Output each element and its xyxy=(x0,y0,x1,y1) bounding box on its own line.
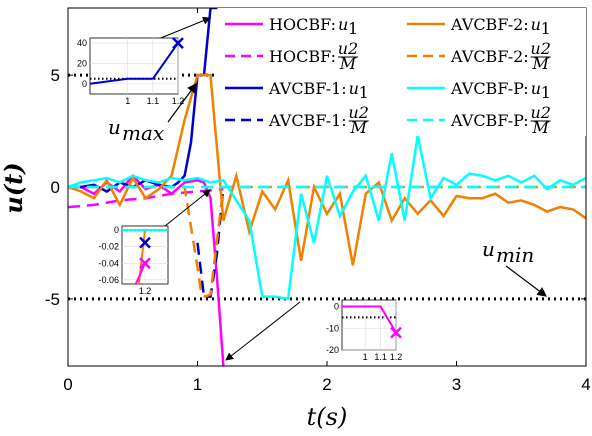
series-line-2 xyxy=(68,8,217,193)
legend-sym: u xyxy=(531,15,541,34)
label-u-min-sub: min xyxy=(496,243,534,267)
inset-line xyxy=(342,305,397,334)
legend-label: AVCBF-1: xyxy=(268,111,347,130)
label-u-max: u xyxy=(108,115,121,139)
legend-label: AVCBF-2: xyxy=(450,15,529,34)
inset-y-tick-label: 20 xyxy=(77,58,87,68)
legend-frac-den: M xyxy=(531,54,549,73)
inset-marker xyxy=(139,257,151,270)
inset-mid: 1.2 0 -0.02 -0.04 -0.06 xyxy=(98,225,169,296)
legend-frac-den: M xyxy=(531,118,549,137)
legend-frac-num: u2 xyxy=(530,103,550,122)
label-u-max-sub: max xyxy=(122,121,164,145)
y-tick-label: 0 xyxy=(51,178,60,197)
inset-y-tick-label: 40 xyxy=(77,38,87,48)
inset-marker xyxy=(172,37,184,49)
legend-sub: 1 xyxy=(359,83,369,102)
legend-label: AVCBF-P: xyxy=(450,79,529,98)
x-tick-label: 2 xyxy=(322,375,331,394)
series-line-6 xyxy=(68,135,586,301)
y-tick-label: 5 xyxy=(51,66,60,85)
inset-y-tick-label: -0.06 xyxy=(98,275,119,285)
legend-sym: u xyxy=(338,15,348,34)
y-tick-label: -5 xyxy=(45,290,60,309)
series-line-4 xyxy=(68,73,586,266)
arrow-u-max xyxy=(167,83,197,123)
legend-label: HOCBF: xyxy=(269,15,336,34)
x-axis-label: t(s) xyxy=(307,403,348,431)
legend-label: AVCBF-1: xyxy=(268,79,347,98)
arrow-inset-bottom xyxy=(225,301,301,361)
legend-frac-den: M xyxy=(349,118,367,137)
x-tick-label: 0 xyxy=(63,375,72,394)
legend-label: AVCBF-2: xyxy=(450,47,529,66)
legend-sub: 1 xyxy=(348,19,358,38)
inset-line xyxy=(134,262,146,285)
legend-sym: u xyxy=(531,79,541,98)
x-tick-label: 4 xyxy=(581,375,590,394)
series-line-3 xyxy=(196,186,225,298)
x-tick-label: 1 xyxy=(193,375,202,394)
inset-marker xyxy=(390,326,402,339)
inset-y-tick-label: -10 xyxy=(326,323,339,333)
inset-y-tick-label: 0 xyxy=(82,79,87,89)
inset-frame xyxy=(89,37,179,95)
legend-label: HOCBF: xyxy=(269,47,336,66)
inset-y-tick-label: -20 xyxy=(326,345,339,355)
inset-y-tick-label: -0.02 xyxy=(98,242,119,252)
legend-frac-num: u2 xyxy=(338,39,358,58)
x-tick-label: 3 xyxy=(452,375,461,394)
legend-frac-num: u2 xyxy=(348,103,368,122)
inset-x-tick-label: 1 xyxy=(125,96,130,106)
inset-x-tick-label: 1.1 xyxy=(374,352,387,362)
arrow-u-min xyxy=(505,265,547,297)
inset-x-tick-label: 1.2 xyxy=(390,352,403,362)
inset-x-tick-label: 1.2 xyxy=(139,286,152,296)
inset-x-tick-label: 1.1 xyxy=(147,96,160,106)
legend-frac-den: M xyxy=(339,54,357,73)
inset-bottom: 1 1.1 1.2 0 -10 -20 xyxy=(326,299,403,362)
inset-top: 1 1.1 1.2 0 20 40 xyxy=(77,37,185,106)
inset-x-tick-label: 1 xyxy=(363,352,368,362)
legend-frac-num: u2 xyxy=(530,39,550,58)
arrow-inset-mid xyxy=(159,189,211,231)
inset-x-tick-label: 1.2 xyxy=(172,96,185,106)
legend-sub: 1 xyxy=(541,19,551,38)
legend-label: AVCBF-P: xyxy=(450,111,529,130)
inset-y-tick-label: -0.04 xyxy=(98,258,119,268)
inset-y-tick-label: 0 xyxy=(334,302,339,312)
series-layer xyxy=(68,8,586,366)
inset-y-tick-label: 0 xyxy=(114,225,119,235)
legend-sym: u xyxy=(349,79,359,98)
legend-sub: 1 xyxy=(541,83,551,102)
label-u-min: u xyxy=(482,237,495,261)
y-axis-label: u(t) xyxy=(0,162,28,213)
inset-marker xyxy=(139,236,151,249)
inset-line xyxy=(89,42,179,85)
legend-box xyxy=(218,8,586,136)
